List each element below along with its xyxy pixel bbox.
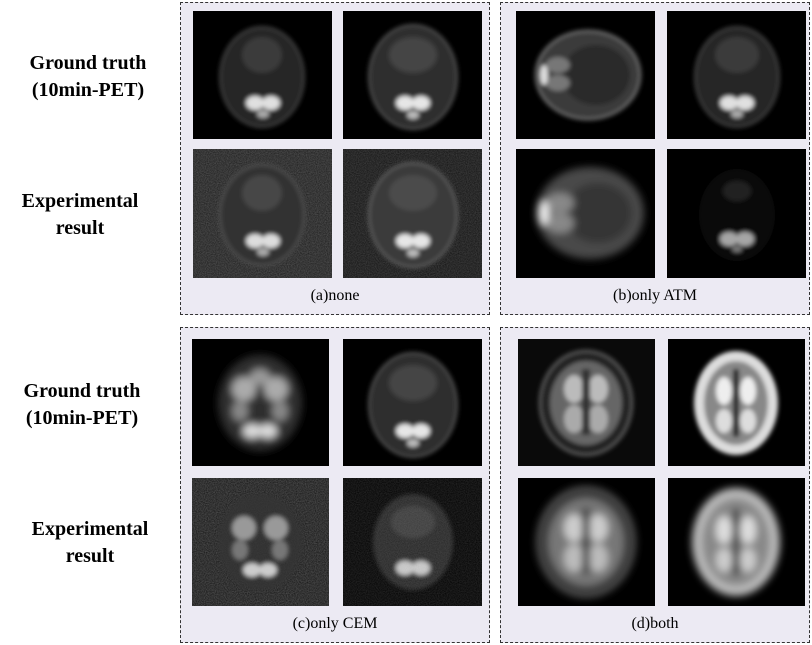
panel-b-experimental-left — [516, 149, 655, 278]
row-label-experimental-top: Experimental result — [21, 190, 139, 239]
caption-panel-b: (b)only ATM — [613, 287, 697, 304]
panel-b-ground-truth-left — [516, 11, 655, 139]
panel-a-ground-truth-left — [193, 11, 332, 139]
panel-a-ground-truth-right — [343, 11, 482, 139]
panel-a-experimental-left — [193, 149, 332, 278]
panel-b-experimental-right — [667, 149, 806, 278]
panel-d-experimental-right — [668, 478, 805, 606]
caption-panel-a: (a)none — [310, 287, 360, 304]
panel-c-ground-truth-left — [192, 339, 329, 466]
panel-c-experimental-left — [192, 478, 329, 606]
panel-c-experimental-right — [343, 478, 482, 606]
panel-d-ground-truth-left — [518, 339, 655, 466]
panel-d-experimental-left — [518, 478, 655, 606]
row-label-ground-truth-top: Ground truth (10min-PET) — [29, 52, 147, 101]
panel-c-ground-truth-right — [343, 339, 482, 466]
caption-panel-d: (d)both — [631, 615, 679, 632]
row-label-experimental-bottom: Experimental result — [31, 518, 149, 567]
row-label-ground-truth-bottom: Ground truth (10min-PET) — [23, 380, 141, 429]
caption-panel-c: (c)only CEM — [292, 615, 378, 632]
panel-b-ground-truth-right — [667, 11, 806, 139]
panel-d-ground-truth-right — [668, 339, 805, 466]
panel-a-experimental-right — [343, 149, 482, 278]
